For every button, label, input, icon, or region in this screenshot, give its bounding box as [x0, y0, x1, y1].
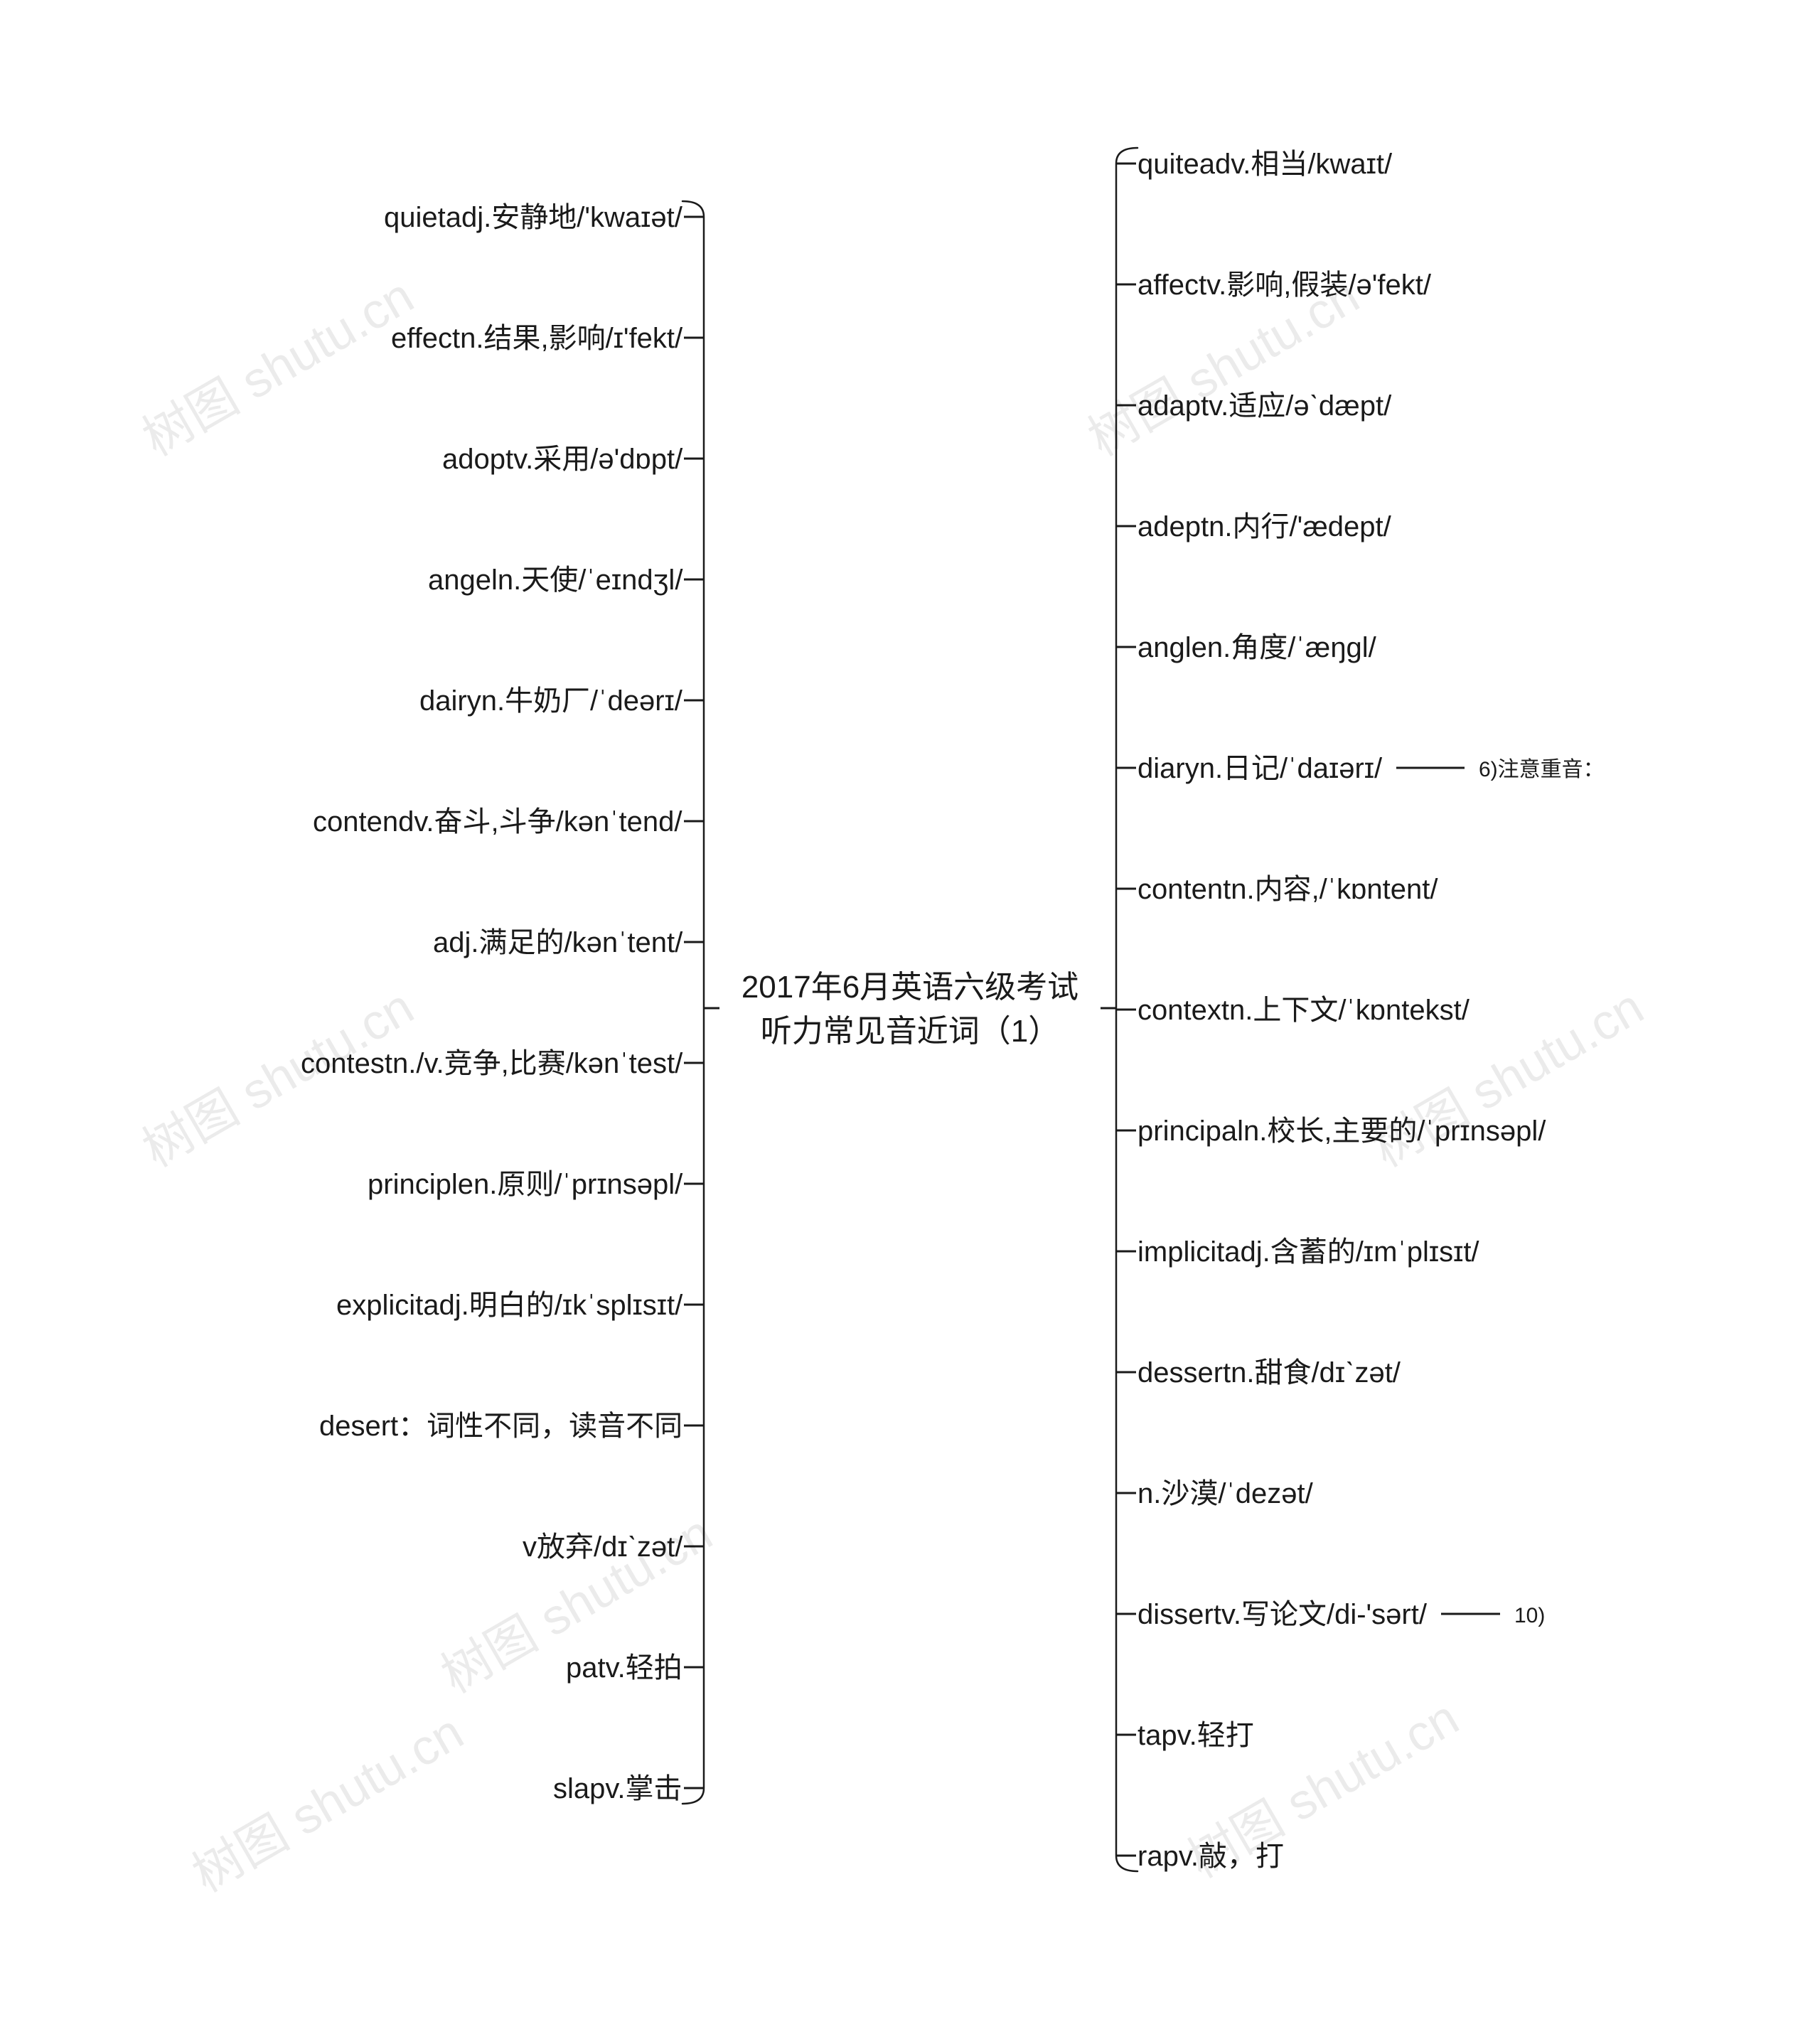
right-subnode: 10)	[1514, 1602, 1545, 1630]
right-node: principaln.校长,主要的/ˈprɪnsəpl/	[1138, 1113, 1546, 1150]
center-node: 2017年6月英语六级考试听力常见音近词（1）	[725, 965, 1095, 1053]
left-node: contestn./v.竞争,比赛/kənˈtest/	[301, 1045, 682, 1082]
center-line1: 2017年6月英语六级考试	[725, 965, 1095, 1010]
right-node: dissertv.写论文/di-'sərt/	[1138, 1596, 1427, 1633]
right-node: adaptv.适应/əˋdæpt/	[1138, 387, 1391, 424]
right-node: implicitadj.含蓄的/ɪmˈplɪsɪt/	[1138, 1234, 1479, 1270]
left-node: quietadj.安静地/'kwaɪət/	[384, 199, 682, 236]
right-node: diaryn.日记/ˈdaɪərɪ/	[1138, 750, 1382, 787]
mindmap-canvas: 树图 shutu.cn树图 shutu.cn树图 shutu.cn树图 shut…	[0, 0, 1820, 2017]
left-node: adoptv.采用/ə'dɒpt/	[442, 441, 682, 478]
center-line2: 听力常见音近词（1）	[725, 1010, 1095, 1054]
left-node: effectn.结果,影响/ɪ'fekt/	[391, 320, 682, 357]
right-subnode: 6)注意重音：	[1479, 756, 1605, 783]
left-node: v放弃/dɪˋzət/	[523, 1529, 682, 1566]
left-node: contendv.奋斗,斗争/kənˈtend/	[313, 803, 682, 840]
right-node: tapv.轻打	[1138, 1717, 1254, 1754]
right-node: anglen.角度/ˈæŋgl/	[1138, 629, 1376, 666]
right-node: dessertn.甜食/dɪˋzət/	[1138, 1354, 1401, 1391]
left-node: adj.满足的/kənˈtent/	[433, 924, 682, 961]
right-node: adeptn.内行/'ædept/	[1138, 508, 1391, 545]
left-node: angeln.天使/ˈeɪndʒl/	[428, 562, 682, 599]
left-node: desert：词性不同，读音不同	[319, 1408, 682, 1445]
right-node: rapv.敲，打	[1138, 1838, 1284, 1875]
left-node: dairyn.牛奶厂/ˈdeərɪ/	[419, 683, 682, 719]
left-node: slapv.掌击	[553, 1770, 682, 1807]
watermark: 树图 shutu.cn	[128, 257, 425, 470]
right-node: n.沙漠/ˈdezət/	[1138, 1475, 1313, 1512]
left-node: principlen.原则/ˈprɪnsəpl/	[368, 1166, 682, 1203]
watermark: 树图 shutu.cn	[178, 1693, 475, 1906]
right-node: contentn.内容,/ˈkɒntent/	[1138, 871, 1438, 908]
right-node: quiteadv.相当/kwaɪt/	[1138, 146, 1392, 183]
right-node: affectv.影响,假装/ə'fekt/	[1138, 267, 1431, 304]
left-node: patv.轻拍	[566, 1649, 682, 1686]
left-node: explicitadj.明白的/ɪkˈsplɪsɪt/	[336, 1287, 682, 1324]
right-node: contextn.上下文/ˈkɒntekst/	[1138, 992, 1470, 1029]
